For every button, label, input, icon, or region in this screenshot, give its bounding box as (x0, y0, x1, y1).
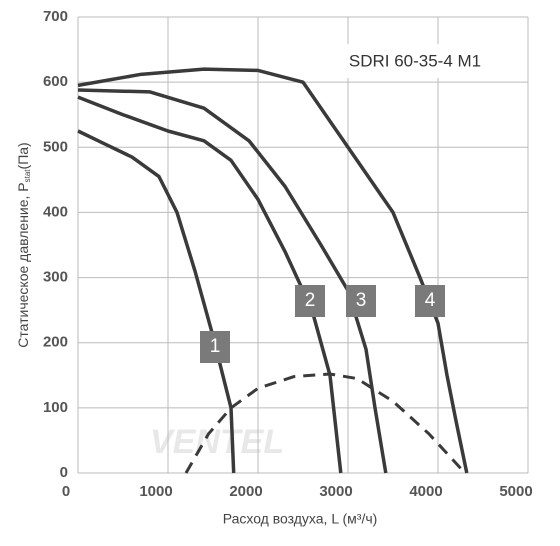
x-tick-label: 5000 (499, 483, 532, 500)
x-tick-label: 3000 (319, 483, 352, 500)
curve-label: 3 (356, 290, 367, 311)
curve-label-box (346, 285, 376, 317)
x-axis-label: Расход воздуха, L (м³/ч) (223, 511, 378, 527)
curve (77, 88, 388, 474)
x-tick-label: 1000 (139, 483, 172, 500)
curve (77, 129, 236, 474)
y-tick-label: 400 (43, 203, 68, 220)
curve-label: 4 (425, 290, 436, 311)
y-tick-label: 100 (43, 399, 68, 416)
x-tick-label: 2000 (229, 483, 262, 500)
curve (77, 67, 469, 474)
y-tick-label: 500 (43, 138, 68, 155)
y-tick-label: 0 (60, 464, 68, 481)
curve (77, 95, 343, 474)
y-tick-label: 200 (43, 334, 68, 351)
curve-label-box (295, 285, 325, 317)
y-tick-label: 300 (43, 269, 68, 286)
y-tick-label: 600 (43, 73, 68, 90)
dashed-curve (184, 372, 467, 475)
y-axis-label: Статическое давление, Pstat(Па) (15, 142, 32, 347)
title-box (328, 44, 502, 78)
watermark: VENTEL (150, 423, 284, 461)
y-tick-label: 700 (43, 8, 68, 25)
y-label-sub: stat (23, 169, 32, 183)
x-tick-label: 0 (62, 483, 70, 500)
curve-label-box (200, 331, 230, 363)
curve-label-box (415, 285, 445, 317)
y-label-unit: (Па) (15, 142, 31, 169)
y-label-main: Статическое давление, P (15, 182, 31, 347)
chart-title: SDRI 60-35-4 M1 (349, 51, 481, 70)
x-tick-label: 4000 (409, 483, 442, 500)
curve-label: 2 (305, 290, 316, 311)
curve-label: 1 (210, 336, 221, 357)
